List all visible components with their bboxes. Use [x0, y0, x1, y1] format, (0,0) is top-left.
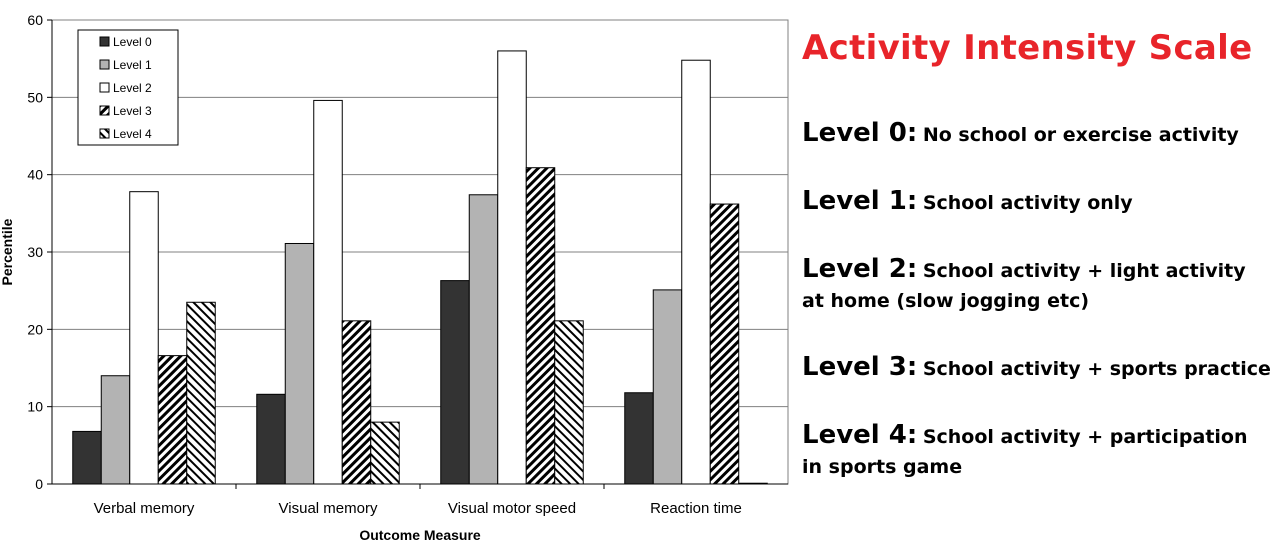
- bar-level-4-verbal-memory: [186, 301, 216, 485]
- bar-level-4-visual-motor-speed: [554, 320, 584, 485]
- level-name: Level 3:: [802, 352, 918, 382]
- legend-label: Level 3: [113, 104, 152, 118]
- legend-label: Level 0: [113, 35, 152, 49]
- bar-level-2-visual-memory: [313, 99, 343, 485]
- y-tick-label: 40: [27, 167, 43, 183]
- bar-level-3-reaction-time: [709, 203, 740, 485]
- level-1-description: Level 1: School activity only: [802, 186, 1133, 218]
- bar-level-3-visual-motor-speed: [525, 167, 556, 485]
- bar-level-3-verbal-memory: [157, 355, 188, 485]
- legend-label: Level 4: [113, 127, 152, 141]
- bar-level-0-verbal-memory: [72, 430, 102, 485]
- x-tick-label: Verbal memory: [94, 500, 195, 517]
- legend-swatch: [99, 82, 110, 93]
- bar-chart: 0 10 20 30 40 50 60 Verbal memory Visual memory V…: [0, 12, 789, 543]
- legend: Level 0 Level 1 Level 2 Level 3 Level 4: [77, 29, 179, 146]
- y-tick-label: 50: [27, 89, 43, 105]
- y-axis-label: Percentile: [0, 218, 15, 285]
- bar-level-1-reaction-time: [652, 289, 683, 485]
- level-2-description: Level 2: School activity + light activit…: [802, 254, 1246, 316]
- level-name: Level 0:: [802, 118, 918, 148]
- level-0-description: Level 0: No school or exercise activity: [802, 118, 1239, 150]
- level-3-description: Level 3: School activity + sports practi…: [802, 352, 1271, 384]
- bar-level-3-visual-memory: [341, 320, 372, 485]
- level-desc: No school or exercise activity: [922, 124, 1239, 146]
- bar-level-1-visual-motor-speed: [468, 194, 499, 485]
- level-desc-continued: at home (slow jogging etc): [802, 290, 1090, 312]
- bar-level-2-verbal-memory: [129, 191, 159, 485]
- y-tick-label: 20: [27, 321, 43, 337]
- y-tick-label: 60: [27, 12, 43, 28]
- level-name: Level 4:: [802, 420, 918, 450]
- axes: 0 10 20 30 40 50 60 Verbal memory Visual memory V…: [27, 12, 788, 517]
- bar-level-1-verbal-memory: [100, 375, 131, 485]
- level-name: Level 1:: [802, 186, 918, 216]
- legend-label: Level 1: [113, 58, 152, 72]
- x-tick-label: Visual motor speed: [448, 500, 576, 517]
- level-name: Level 2:: [802, 254, 918, 284]
- y-tick-label: 30: [27, 244, 43, 260]
- bar-level-4-visual-memory: [370, 421, 400, 485]
- bar-level-0-visual-memory: [256, 393, 286, 485]
- scale-title: Activity Intensity Scale: [802, 28, 1253, 68]
- level-desc-continued: in sports game: [802, 456, 963, 478]
- legend-swatch: [99, 128, 110, 139]
- legend-label: Level 2: [113, 81, 152, 95]
- x-tick-label: Reaction time: [650, 500, 742, 517]
- bar-level-2-visual-motor-speed: [497, 50, 527, 485]
- x-tick-label: Visual memory: [279, 500, 378, 517]
- level-4-description: Level 4: School activity + participation…: [802, 420, 1248, 482]
- level-desc: School activity only: [922, 192, 1133, 214]
- level-desc: School activity + light activity: [922, 260, 1246, 282]
- bar-level-0-visual-motor-speed: [440, 280, 470, 485]
- level-desc: School activity + participation: [922, 426, 1248, 448]
- bar-level-0-reaction-time: [624, 392, 654, 485]
- bar-level-1-visual-memory: [284, 242, 315, 485]
- y-tick-label: 0: [35, 476, 43, 492]
- legend-swatch: [99, 59, 110, 70]
- level-desc: School activity + sports practice: [922, 358, 1271, 380]
- bar-level-2-reaction-time: [681, 59, 711, 485]
- legend-box: [77, 29, 179, 146]
- y-tick-label: 10: [27, 399, 43, 415]
- x-axis-label: Outcome Measure: [359, 527, 481, 543]
- legend-swatch: [99, 105, 110, 116]
- bars: [72, 50, 768, 485]
- legend-swatch: [99, 36, 110, 47]
